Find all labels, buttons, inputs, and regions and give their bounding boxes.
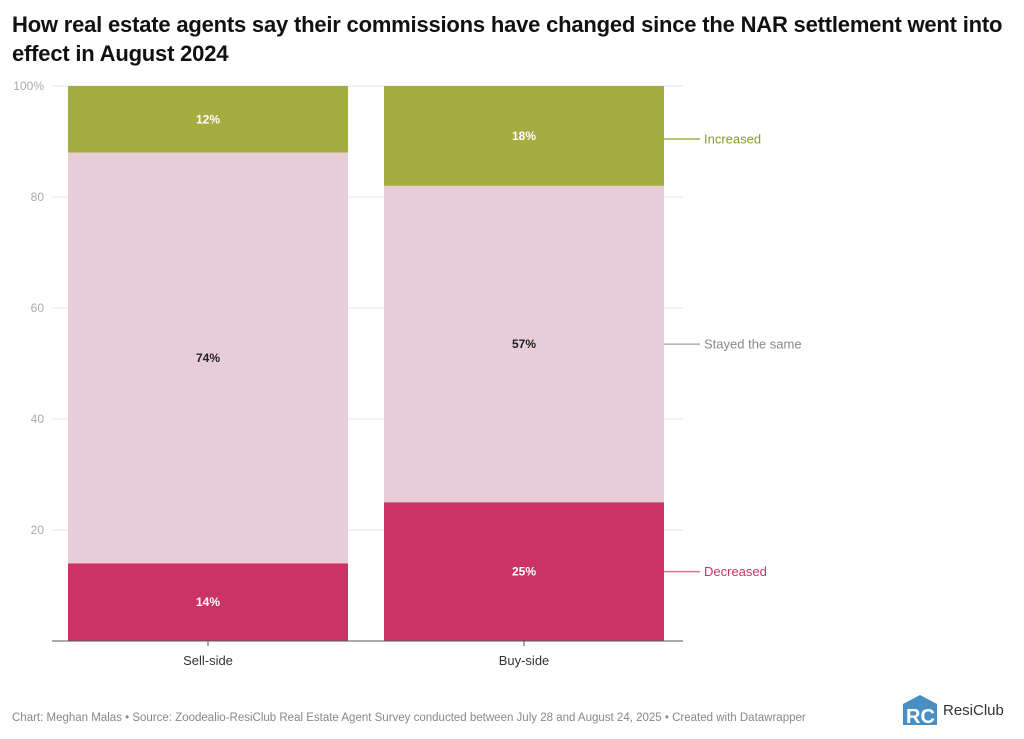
legend-label: Decreased	[704, 564, 767, 579]
x-tick-label: Buy-side	[499, 653, 550, 668]
y-tick-label: 20	[31, 523, 45, 537]
resiclub-logo-text: ResiClub	[943, 701, 1004, 719]
resiclub-logo-icon: RC	[903, 695, 937, 725]
bar-segment-decreased	[68, 563, 348, 641]
y-tick-label: 80	[31, 190, 45, 204]
y-tick-label: 40	[31, 412, 45, 426]
y-tick-label: 60	[31, 301, 45, 315]
bar-segment-stayed-the-same	[68, 152, 348, 564]
bar-segment-decreased	[384, 502, 664, 641]
bar-segment-increased	[384, 86, 664, 186]
y-tick-label: 100%	[13, 79, 44, 93]
bar-segment-increased	[68, 86, 348, 153]
chart-title: How real estate agents say their commiss…	[12, 12, 1003, 66]
chart-footer: Chart: Meghan Malas • Source: Zoodealio-…	[12, 712, 806, 724]
data-label: 74%	[196, 351, 220, 365]
legend-label: Increased	[704, 131, 761, 146]
data-label: 12%	[196, 112, 220, 126]
bar-segment-stayed-the-same	[384, 185, 664, 503]
data-label: 18%	[512, 129, 536, 143]
resiclub-logo: RC ResiClub	[903, 695, 1004, 725]
svg-text:RC: RC	[906, 706, 935, 725]
x-tick-label: Sell-side	[183, 653, 233, 668]
data-label: 14%	[196, 595, 220, 609]
legend-label: Stayed the same	[704, 337, 802, 352]
data-label: 25%	[512, 565, 536, 579]
data-label: 57%	[512, 337, 536, 351]
